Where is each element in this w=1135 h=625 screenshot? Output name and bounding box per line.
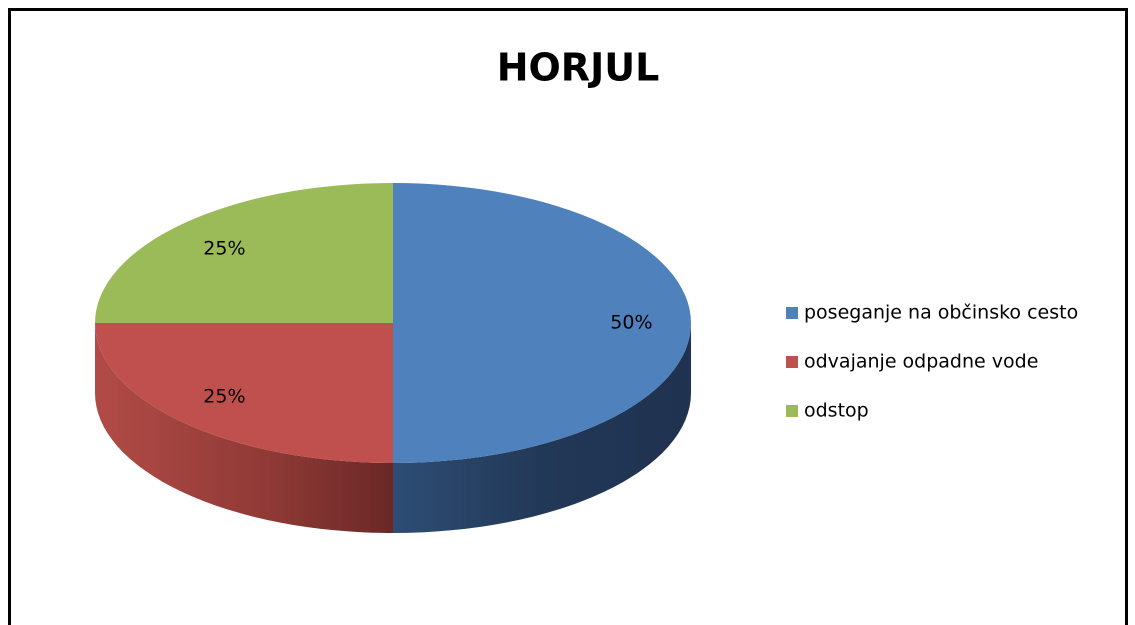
legend-swatch <box>786 307 798 319</box>
pie-side <box>393 323 691 533</box>
data-label: 50% <box>610 312 652 334</box>
legend-label: poseganje na občinsko cesto <box>804 302 1078 324</box>
legend-swatch <box>786 405 798 417</box>
data-label: 25% <box>203 237 245 259</box>
data-label: 25% <box>203 386 245 408</box>
legend-swatch <box>786 356 798 368</box>
pie-slice <box>95 323 393 463</box>
chart-border <box>8 8 1128 625</box>
pie-slice <box>393 183 691 463</box>
pie-slice <box>95 183 393 323</box>
legend-label: odstop <box>804 400 869 422</box>
pie-side <box>95 323 393 533</box>
chart-title: HORJUL <box>497 46 660 90</box>
legend-label: odvajanje odpadne vode <box>804 351 1038 373</box>
